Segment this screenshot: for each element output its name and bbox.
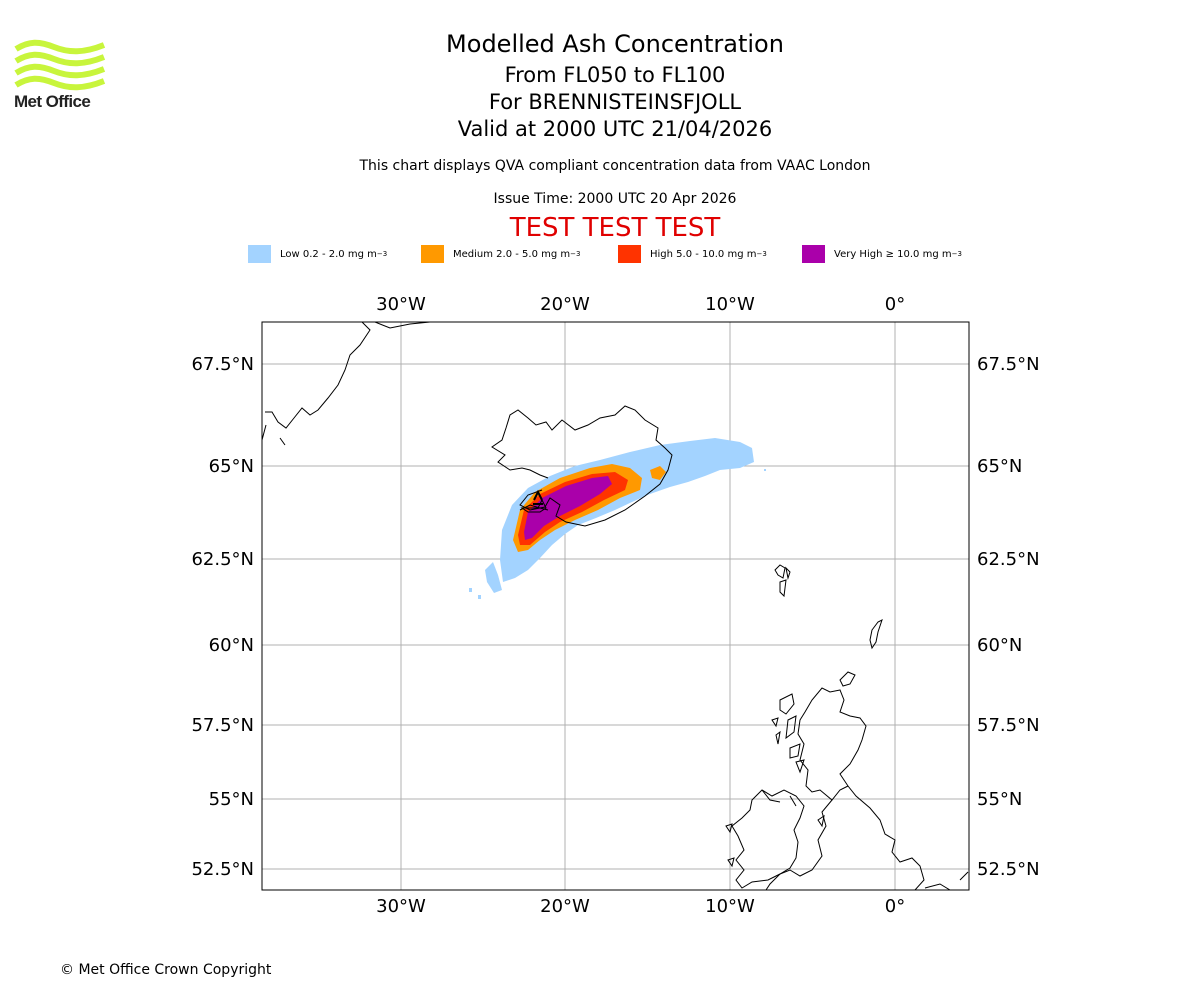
lon-tick-label-bottom: 20°W: [540, 896, 590, 917]
met-office-logo: [14, 39, 106, 91]
legend-label-high: High 5.0 - 10.0 mg m: [650, 248, 757, 260]
lat-tick-label-left: 60°N: [209, 635, 254, 656]
chart-title: Modelled Ash Concentration: [446, 30, 784, 58]
ash-low-speck: [764, 469, 766, 471]
ash-low-speck: [478, 595, 481, 599]
copyright-notice: © Met Office Crown Copyright: [60, 962, 272, 978]
isle-of-man: [817, 814, 825, 828]
valid-time: Valid at 2000 UTC 21/04/2026: [457, 117, 773, 141]
volcano-region-outline: [520, 498, 547, 513]
legend-label-medium: Medium 2.0 - 5.0 mg m: [453, 248, 571, 260]
lon-tick-label-top: 0°: [885, 294, 905, 315]
shetland-islands: [869, 619, 883, 650]
greenland-coast: [262, 322, 431, 446]
legend-swatch-high: [618, 245, 641, 263]
lat-tick-label-left: 65°N: [209, 456, 254, 477]
lat-tick-label-right: 62.5°N: [977, 549, 1040, 570]
legend-item-low: Low 0.2 - 2.0 mg m −3: [248, 244, 387, 264]
legend-item-high: High 5.0 - 10.0 mg m −3: [618, 244, 767, 264]
lat-tick-label-right: 57.5°N: [977, 715, 1040, 736]
lat-tick-label-right: 55°N: [977, 789, 1022, 810]
legend-item-medium: Medium 2.0 - 5.0 mg m −3: [421, 244, 580, 264]
legend-label-very-high: Very High ≥ 10.0 mg m: [834, 248, 952, 260]
legend-item-very-high: Very High ≥ 10.0 mg m −3: [802, 244, 962, 264]
britain-west-coast: [765, 799, 833, 890]
ash-low-speck: [469, 588, 472, 592]
logo-text: Met Office: [14, 92, 91, 111]
lat-tick-label-right: 67.5°N: [977, 354, 1040, 375]
lon-tick-label-bottom: 0°: [885, 896, 905, 917]
legend-swatch-very-high: [802, 245, 825, 263]
volcano-marker-icon: [533, 489, 543, 505]
legend-swatch-low: [248, 245, 271, 263]
legend-exponent: −3: [756, 250, 767, 258]
legend-exponent: −3: [951, 250, 962, 258]
ash-very-high-area: [524, 476, 612, 540]
lon-tick-label-top: 10°W: [705, 294, 755, 315]
ireland-coast: [731, 789, 805, 889]
lon-tick-label-bottom: 30°W: [376, 896, 426, 917]
issue-time: Issue Time: 2000 UTC 20 Apr 2026: [493, 191, 737, 207]
lat-tick-label-left: 52.5°N: [191, 859, 254, 880]
test-banner: TEST TEST TEST: [509, 213, 721, 243]
gridlines: [262, 322, 969, 890]
lat-tick-label-left: 57.5°N: [191, 715, 254, 736]
lon-tick-label-top: 30°W: [376, 294, 426, 315]
legend-swatch-medium: [421, 245, 444, 263]
faroe-islands: [774, 564, 791, 598]
lat-tick-label-right: 65°N: [977, 456, 1022, 477]
lat-tick-label-right: 60°N: [977, 635, 1022, 656]
legend-exponent: −3: [376, 250, 388, 258]
coastlines: [262, 322, 969, 890]
legend-exponent: −3: [570, 250, 581, 258]
chart-description: This chart displays QVA compliant concen…: [359, 158, 871, 174]
lon-tick-label-bottom: 10°W: [705, 896, 755, 917]
lat-tick-label-right: 52.5°N: [977, 859, 1040, 880]
ash-low-fragment: [485, 562, 502, 593]
small-islands: [725, 823, 735, 868]
britain-coast: [797, 687, 969, 890]
iceland-coast: [491, 405, 673, 527]
legend-label-low: Low 0.2 - 2.0 mg m: [280, 248, 377, 260]
lat-tick-label-left: 62.5°N: [191, 549, 254, 570]
lon-tick-label-top: 20°W: [540, 294, 590, 315]
hebrides: [771, 693, 805, 774]
flight-level-range: From FL050 to FL100: [504, 63, 726, 87]
lat-tick-label-left: 67.5°N: [191, 354, 254, 375]
orkney-islands: [839, 671, 856, 687]
northern-ireland-shore: [761, 789, 797, 807]
ash-medium-fragment: [650, 466, 666, 480]
volcano-name: For BRENNISTEINSFJOLL: [488, 90, 742, 114]
lat-tick-label-left: 55°N: [209, 789, 254, 810]
ash-low-area: [500, 438, 754, 582]
map-frame: [261, 321, 970, 891]
